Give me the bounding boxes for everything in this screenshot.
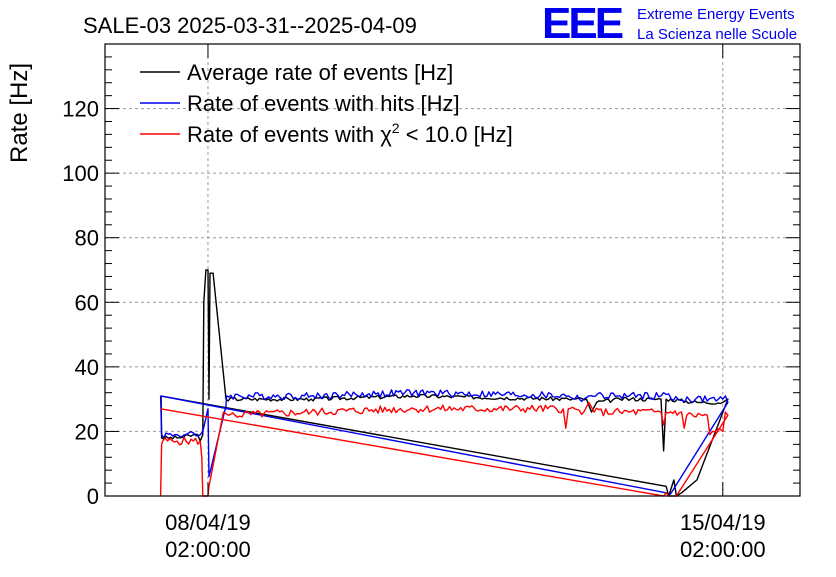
axes: 02040608010012008/04/1902:00:0015/04/190… <box>62 43 801 562</box>
legend: Average rate of events [Hz] Rate of event… <box>140 60 513 147</box>
grid <box>105 44 800 496</box>
series-line <box>159 389 729 497</box>
y-tick-label: 120 <box>62 97 99 122</box>
x-tick-label-date: 15/04/19 <box>680 510 766 535</box>
logo-line-1: Extreme Energy Events <box>637 6 795 23</box>
series-line <box>159 401 729 497</box>
y-tick-label: 20 <box>75 419 99 444</box>
chart-title: SALE-03 2025-03-31--2025-04-09 <box>83 13 417 38</box>
series-line <box>160 269 729 497</box>
y-axis-label: Rate [Hz] <box>6 63 33 163</box>
plot-frame <box>104 43 801 497</box>
legend-label: Rate of events with χ2 < 10.0 [Hz] <box>187 120 513 147</box>
y-tick-label: 40 <box>75 355 99 380</box>
x-tick-label-time: 02:00:00 <box>165 537 251 562</box>
x-tick-label-time: 02:00:00 <box>680 537 766 562</box>
logo-line-2: La Scienza nelle Scuole <box>637 26 797 43</box>
y-tick-label: 60 <box>75 290 99 315</box>
legend-label: Rate of events with hits [Hz] <box>187 91 460 116</box>
y-tick-label: 100 <box>62 161 99 186</box>
y-tick-label: 80 <box>75 226 99 251</box>
legend-label: Average rate of events [Hz] <box>187 60 453 85</box>
data-layer <box>159 269 729 497</box>
y-tick-label: 0 <box>87 484 99 509</box>
x-tick-label-date: 08/04/19 <box>165 510 251 535</box>
logo-eee: EEE <box>542 0 623 48</box>
